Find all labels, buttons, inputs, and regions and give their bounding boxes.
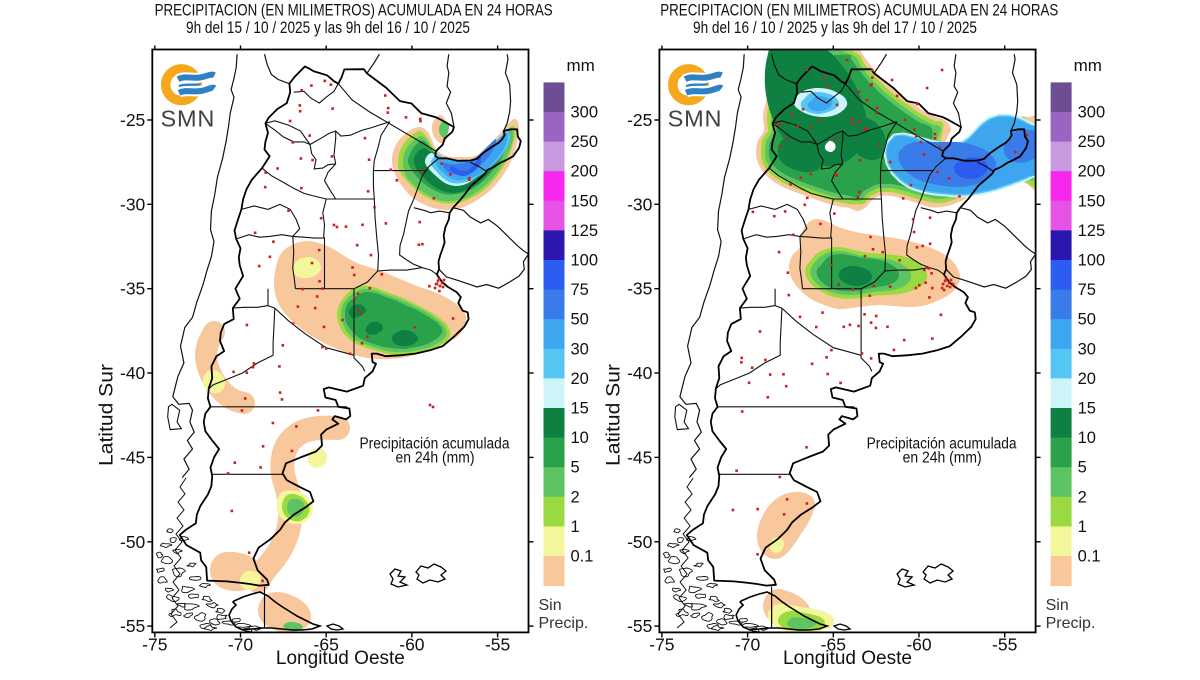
svg-text:Longitud Oeste: Longitud Oeste <box>783 647 912 669</box>
svg-text:Latitud Sur: Latitud Sur <box>96 363 117 466</box>
svg-text:300: 300 <box>1078 104 1106 122</box>
svg-text:-55: -55 <box>992 635 1017 655</box>
svg-text:100: 100 <box>1078 252 1106 270</box>
svg-text:2: 2 <box>1078 488 1087 506</box>
svg-text:15: 15 <box>571 400 589 418</box>
svg-text:1: 1 <box>1078 518 1087 536</box>
svg-text:-60: -60 <box>906 635 932 655</box>
svg-text:PRECIPITACION (EN MILIMETROS): PRECIPITACION (EN MILIMETROS) ACUMULADA … <box>155 2 553 20</box>
svg-text:-25: -25 <box>627 110 652 130</box>
svg-text:-45: -45 <box>627 447 652 467</box>
svg-text:125: 125 <box>571 222 599 240</box>
svg-text:-70: -70 <box>228 635 254 655</box>
svg-text:-40: -40 <box>627 363 653 383</box>
svg-text:200: 200 <box>1078 163 1106 181</box>
svg-text:Longitud Oeste: Longitud Oeste <box>276 647 405 669</box>
svg-text:30: 30 <box>1078 340 1096 358</box>
svg-text:en 24h (mm): en 24h (mm) <box>396 450 475 467</box>
svg-text:200: 200 <box>571 163 599 181</box>
svg-text:9h del 15 / 10 / 2025 y las 9: 9h del 15 / 10 / 2025 y las 9h del 16 / … <box>186 19 470 37</box>
svg-text:1: 1 <box>571 518 580 536</box>
svg-text:en 24h (mm): en 24h (mm) <box>903 450 982 467</box>
svg-text:SMN: SMN <box>161 106 216 132</box>
svg-text:9h del 16 / 10 / 2025 y las 9: 9h del 16 / 10 / 2025 y las 9h del 17 / … <box>693 19 977 37</box>
svg-text:75: 75 <box>1078 281 1096 299</box>
svg-text:Sin: Sin <box>539 597 562 614</box>
svg-text:Precip.: Precip. <box>1046 615 1096 632</box>
svg-text:Precipitación acumulada: Precipitación acumulada <box>360 436 510 453</box>
svg-text:-50: -50 <box>627 532 653 552</box>
svg-text:50: 50 <box>1078 311 1096 329</box>
svg-text:-50: -50 <box>120 532 146 552</box>
svg-text:-65: -65 <box>314 635 339 655</box>
svg-text:-40: -40 <box>120 363 146 383</box>
svg-text:10: 10 <box>1078 429 1096 447</box>
svg-text:5: 5 <box>571 459 580 477</box>
svg-text:mm: mm <box>1074 56 1102 75</box>
svg-text:50: 50 <box>571 311 589 329</box>
svg-text:75: 75 <box>571 281 589 299</box>
svg-text:150: 150 <box>1078 192 1106 210</box>
svg-text:15: 15 <box>1078 400 1096 418</box>
svg-text:-70: -70 <box>735 635 761 655</box>
svg-text:-55: -55 <box>485 635 510 655</box>
svg-text:10: 10 <box>571 429 589 447</box>
svg-text:-35: -35 <box>627 279 652 299</box>
svg-text:100: 100 <box>571 252 599 270</box>
svg-text:-55: -55 <box>627 616 652 636</box>
svg-text:-30: -30 <box>627 194 653 214</box>
svg-text:-45: -45 <box>120 447 145 467</box>
svg-text:20: 20 <box>1078 370 1096 388</box>
svg-text:5: 5 <box>1078 459 1087 477</box>
svg-text:150: 150 <box>571 192 599 210</box>
svg-text:0.1: 0.1 <box>1078 548 1101 566</box>
svg-text:300: 300 <box>571 104 599 122</box>
svg-text:PRECIPITACION (EN MILIMETROS): PRECIPITACION (EN MILIMETROS) ACUMULADA … <box>660 2 1058 20</box>
svg-text:Latitud Sur: Latitud Sur <box>603 363 624 466</box>
svg-text:-75: -75 <box>142 635 167 655</box>
svg-text:-25: -25 <box>120 110 145 130</box>
svg-text:30: 30 <box>571 340 589 358</box>
svg-text:Precip.: Precip. <box>539 615 589 632</box>
svg-text:mm: mm <box>567 56 595 75</box>
svg-text:20: 20 <box>571 370 589 388</box>
svg-text:Precipitación acumulada: Precipitación acumulada <box>867 436 1017 453</box>
svg-text:-30: -30 <box>120 194 146 214</box>
svg-text:-55: -55 <box>120 616 145 636</box>
svg-text:-65: -65 <box>821 635 846 655</box>
svg-text:2: 2 <box>571 488 580 506</box>
svg-text:Sin: Sin <box>1046 597 1069 614</box>
svg-text:125: 125 <box>1078 222 1106 240</box>
svg-text:250: 250 <box>571 133 599 151</box>
svg-text:-60: -60 <box>399 635 425 655</box>
svg-text:-75: -75 <box>649 635 674 655</box>
svg-text:SMN: SMN <box>668 106 723 132</box>
svg-text:-35: -35 <box>120 279 145 299</box>
svg-text:0.1: 0.1 <box>571 548 594 566</box>
svg-text:250: 250 <box>1078 133 1106 151</box>
